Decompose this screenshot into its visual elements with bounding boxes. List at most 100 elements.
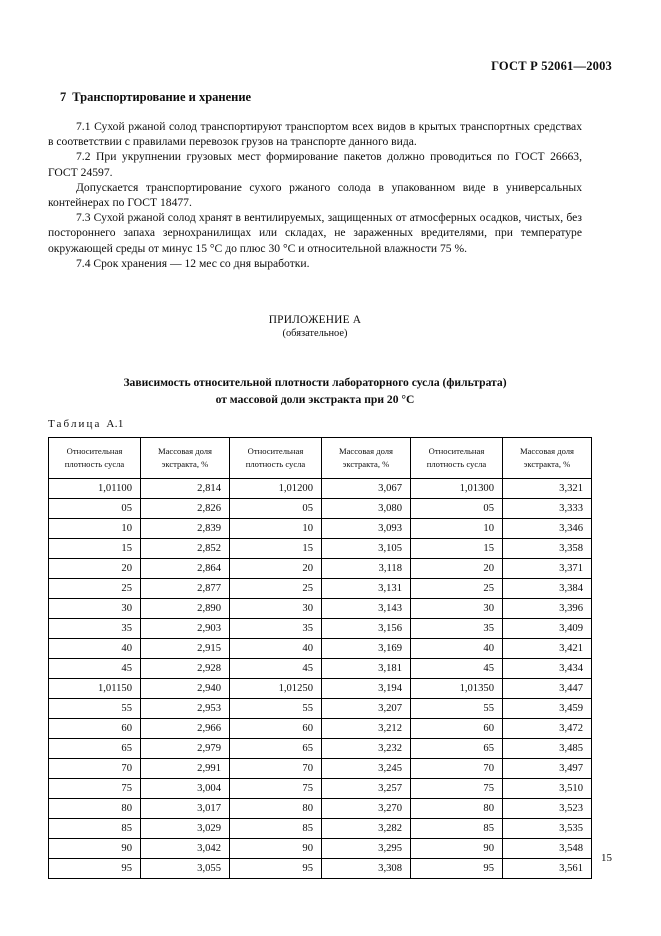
table-cell: 1,01300 bbox=[410, 478, 503, 499]
table-row: 70 2,991 70 3,245 70 3,497 bbox=[48, 758, 592, 779]
table-cell: 65 bbox=[410, 738, 503, 759]
table-cell: 3,143 bbox=[321, 598, 411, 619]
table-header-cell: Относительная плотность сусла bbox=[48, 437, 141, 479]
table-cell: 2,915 bbox=[140, 638, 230, 659]
table-cell: 60 bbox=[410, 718, 503, 739]
table-cell: 20 bbox=[229, 558, 322, 579]
table-cell: 2,852 bbox=[140, 538, 230, 559]
table-row: 1,01100 2,814 1,01200 3,067 1,01300 3,321 bbox=[48, 478, 592, 499]
table-cell: 15 bbox=[48, 538, 141, 559]
running-header-standard-ref: ГОСТ Р 52061—2003 bbox=[491, 59, 612, 73]
table-cell: 1,01350 bbox=[410, 678, 503, 699]
table-cell: 3,105 bbox=[321, 538, 411, 559]
table-cell: 85 bbox=[410, 818, 503, 839]
table-cell: 3,447 bbox=[502, 678, 592, 699]
table-cell: 3,212 bbox=[321, 718, 411, 739]
table-cell: 3,346 bbox=[502, 518, 592, 539]
table-cell: 3,308 bbox=[321, 858, 411, 879]
table-cell: 3,561 bbox=[502, 858, 592, 879]
table-cell: 80 bbox=[48, 798, 141, 819]
table-cell: 3,510 bbox=[502, 778, 592, 799]
table-cell: 10 bbox=[229, 518, 322, 539]
table-cell: 3,282 bbox=[321, 818, 411, 839]
table-cell: 05 bbox=[229, 498, 322, 519]
table-row: 55 2,953 55 3,207 55 3,459 bbox=[48, 698, 592, 719]
table-cell: 3,055 bbox=[140, 858, 230, 879]
table-cell: 30 bbox=[48, 598, 141, 619]
table-cell: 2,890 bbox=[140, 598, 230, 619]
table-cell: 3,156 bbox=[321, 618, 411, 639]
table-cell: 10 bbox=[410, 518, 503, 539]
table-cell: 3,118 bbox=[321, 558, 411, 579]
table-cell: 1,01150 bbox=[48, 678, 141, 699]
table-cell: 65 bbox=[48, 738, 141, 759]
table-cell: 65 bbox=[229, 738, 322, 759]
table-cell: 3,472 bbox=[502, 718, 592, 739]
table-cell: 2,826 bbox=[140, 498, 230, 519]
table-cell: 15 bbox=[410, 538, 503, 559]
table-cell: 35 bbox=[410, 618, 503, 639]
section-title: Транспортирование и хранение bbox=[72, 90, 252, 104]
table-cell: 10 bbox=[48, 518, 141, 539]
table-cell: 3,245 bbox=[321, 758, 411, 779]
table-cell: 3,093 bbox=[321, 518, 411, 539]
table-cell: 70 bbox=[48, 758, 141, 779]
section-heading: 7 Транспортирование и хранение bbox=[60, 90, 582, 105]
table-cell: 3,169 bbox=[321, 638, 411, 659]
appendix-table-title: Зависимость относительной плотности лабо… bbox=[48, 374, 582, 408]
table-cell: 3,485 bbox=[502, 738, 592, 759]
table-row: 20 2,864 20 3,118 20 3,371 bbox=[48, 558, 592, 579]
table-cell: 3,257 bbox=[321, 778, 411, 799]
table-cell: 35 bbox=[229, 618, 322, 639]
table-cell: 90 bbox=[229, 838, 322, 859]
appendix-kind: (обязательное) bbox=[282, 328, 348, 339]
table-row: 90 3,042 90 3,295 90 3,548 bbox=[48, 838, 592, 859]
table-cell: 15 bbox=[229, 538, 322, 559]
table-cell: 55 bbox=[229, 698, 322, 719]
table-cell: 45 bbox=[410, 658, 503, 679]
table-cell: 25 bbox=[48, 578, 141, 599]
table-row: 45 2,928 45 3,181 45 3,434 bbox=[48, 658, 592, 679]
table-row: 30 2,890 30 3,143 30 3,396 bbox=[48, 598, 592, 619]
table-row: 80 3,017 80 3,270 80 3,523 bbox=[48, 798, 592, 819]
table-cell: 3,358 bbox=[502, 538, 592, 559]
table-cell: 3,434 bbox=[502, 658, 592, 679]
table-header-cell: Относительная плотность сусла bbox=[410, 437, 503, 479]
table-cell: 3,396 bbox=[502, 598, 592, 619]
table-cell: 3,042 bbox=[140, 838, 230, 859]
table-cell: 3,295 bbox=[321, 838, 411, 859]
table-row: 95 3,055 95 3,308 95 3,561 bbox=[48, 858, 592, 879]
table-cell: 3,004 bbox=[140, 778, 230, 799]
table-cell: 3,232 bbox=[321, 738, 411, 759]
page-number: 15 bbox=[601, 852, 612, 864]
table-cell: 85 bbox=[48, 818, 141, 839]
table-label: Таблица А.1 bbox=[48, 418, 124, 430]
density-extract-table: Относительная плотность сусла Массовая д… bbox=[48, 437, 592, 879]
table-cell: 55 bbox=[410, 698, 503, 719]
table-cell: 2,953 bbox=[140, 698, 230, 719]
table-cell: 2,877 bbox=[140, 578, 230, 599]
table-cell: 20 bbox=[410, 558, 503, 579]
table-cell: 3,497 bbox=[502, 758, 592, 779]
table-row: 10 2,839 10 3,093 10 3,346 bbox=[48, 518, 592, 539]
table-cell: 90 bbox=[48, 838, 141, 859]
table-cell: 3,548 bbox=[502, 838, 592, 859]
table-cell: 40 bbox=[410, 638, 503, 659]
table-cell: 70 bbox=[229, 758, 322, 779]
table-row: 65 2,979 65 3,232 65 3,485 bbox=[48, 738, 592, 759]
table-cell: 3,207 bbox=[321, 698, 411, 719]
table-cell: 45 bbox=[229, 658, 322, 679]
table-cell: 20 bbox=[48, 558, 141, 579]
table-cell: 2,903 bbox=[140, 618, 230, 639]
table-cell: 2,991 bbox=[140, 758, 230, 779]
table-cell: 70 bbox=[410, 758, 503, 779]
section-body: 7 Транспортирование и хранение 7.1 Сухой … bbox=[48, 90, 582, 271]
table-row: 40 2,915 40 3,169 40 3,421 bbox=[48, 638, 592, 659]
table-cell: 2,814 bbox=[140, 478, 230, 499]
paragraph-allowance: Допускается транспортирование сухого ржа… bbox=[48, 180, 582, 210]
table-cell: 30 bbox=[410, 598, 503, 619]
section-number: 7 bbox=[60, 90, 67, 104]
table-header-cell: Массовая доля экстракта, % bbox=[321, 437, 411, 479]
table-row: 85 3,029 85 3,282 85 3,535 bbox=[48, 818, 592, 839]
